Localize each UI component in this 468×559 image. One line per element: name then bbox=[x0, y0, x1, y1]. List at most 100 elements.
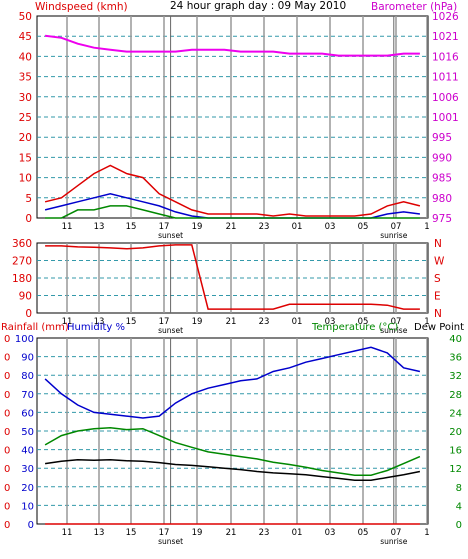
sunrise-label: sunrise bbox=[380, 537, 407, 546]
x-tick-label: 05 bbox=[358, 317, 369, 327]
x-tick-label: 1 bbox=[424, 222, 429, 232]
x-tick-label: 03 bbox=[325, 222, 336, 232]
x-tick-label: 15 bbox=[126, 528, 137, 538]
x-tick-label: 19 bbox=[192, 528, 203, 538]
direction-degree-tick-label: 0 bbox=[25, 308, 32, 320]
direction-degree-tick-label: 180 bbox=[12, 273, 32, 285]
windspeed-tick-label: 45 bbox=[19, 31, 32, 43]
temperature-tick-label: 4 bbox=[456, 501, 462, 512]
barometer-tick-label: 1011 bbox=[432, 72, 459, 84]
x-tick-label: 21 bbox=[226, 222, 237, 232]
barometer-tick-label: 990 bbox=[432, 152, 452, 164]
humidity-tick-label: 30 bbox=[21, 464, 34, 475]
wind-panel-series-1-line bbox=[44, 34, 420, 57]
rainfall-tick-label: 0 bbox=[4, 483, 10, 494]
x-tick-label: 21 bbox=[226, 317, 237, 327]
rainfall-axis-title: Rainfall (mm) bbox=[1, 322, 69, 333]
x-tick-label: 1 bbox=[424, 317, 429, 327]
x-tick-label: 01 bbox=[292, 222, 303, 232]
humidity-tick-label: 60 bbox=[21, 408, 34, 419]
windspeed-tick-label: 40 bbox=[19, 51, 32, 63]
barometer-tick-label: 1016 bbox=[432, 51, 459, 63]
barometer-axis-title: Barometer (hPa) bbox=[371, 1, 457, 13]
barometer-tick-label: 1006 bbox=[432, 92, 459, 104]
x-tick-label: 07 bbox=[391, 222, 402, 232]
humidity-tick-label: 70 bbox=[21, 390, 34, 401]
direction-compass-tick-label: N bbox=[434, 238, 442, 250]
x-tick-label: 01 bbox=[292, 528, 303, 538]
temperature-tick-label: 28 bbox=[449, 390, 462, 401]
rainfall-tick-label: 0 bbox=[4, 501, 10, 512]
x-tick-label: 15 bbox=[126, 222, 137, 232]
rainfall-tick-label: 0 bbox=[4, 353, 10, 364]
windspeed-tick-label: 15 bbox=[19, 152, 32, 164]
temperature-tick-label: 32 bbox=[449, 371, 462, 382]
temperature-tick-label: 0 bbox=[456, 520, 462, 531]
x-tick-label: 01 bbox=[292, 317, 303, 327]
humidity-tick-label: 10 bbox=[21, 501, 34, 512]
x-tick-label: 13 bbox=[94, 528, 105, 538]
x-tick-label: 1 bbox=[424, 528, 429, 538]
windspeed-tick-label: 0 bbox=[25, 213, 32, 225]
humidity-tick-label: 0 bbox=[28, 520, 34, 531]
x-tick-label: 19 bbox=[192, 222, 203, 232]
x-tick-label: 19 bbox=[192, 317, 203, 327]
rainfall-tick-label: 0 bbox=[4, 446, 10, 457]
humidity-tick-label: 20 bbox=[21, 483, 34, 494]
humidity-tick-label: 50 bbox=[21, 427, 34, 438]
climate-series-1-line bbox=[44, 346, 421, 419]
rainfall-tick-label: 0 bbox=[4, 390, 10, 401]
temperature-tick-label: 20 bbox=[449, 427, 462, 438]
x-tick-label: 23 bbox=[259, 222, 270, 232]
humidity-tick-label: 80 bbox=[21, 371, 34, 382]
direction-compass-tick-label: E bbox=[434, 291, 441, 303]
climate-series-2-line bbox=[44, 426, 421, 476]
direction-compass-tick-label: N bbox=[434, 308, 442, 320]
humidity-tick-label: 90 bbox=[21, 353, 34, 364]
humidity-tick-label: 100 bbox=[15, 334, 34, 345]
humidity-axis-title: Humidity % bbox=[67, 322, 125, 333]
windspeed-tick-label: 10 bbox=[19, 173, 32, 185]
windspeed-tick-label: 25 bbox=[19, 112, 32, 124]
graph-title: 24 hour graph day : 09 May 2010 bbox=[170, 0, 346, 12]
direction-degree-tick-label: 270 bbox=[12, 256, 32, 268]
x-tick-label: 21 bbox=[226, 528, 237, 538]
x-tick-label: 05 bbox=[358, 222, 369, 232]
windspeed-tick-label: 35 bbox=[19, 72, 32, 84]
windspeed-tick-label: 50 bbox=[19, 11, 32, 23]
x-tick-label: 13 bbox=[94, 317, 105, 327]
rainfall-tick-label: 0 bbox=[4, 427, 10, 438]
x-tick-label: 17 bbox=[159, 222, 170, 232]
sunset-label: sunset bbox=[158, 537, 183, 546]
windspeed-tick-label: 30 bbox=[19, 92, 32, 104]
temperature-tick-label: 16 bbox=[449, 446, 462, 457]
x-tick-label: 15 bbox=[126, 317, 137, 327]
windspeed-axis-title: Windspeed (kmh) bbox=[35, 1, 128, 13]
rainfall-tick-label: 0 bbox=[4, 371, 10, 382]
climate-series-3-line bbox=[44, 459, 421, 482]
temperature-tick-label: 24 bbox=[449, 408, 462, 419]
x-tick-label: 05 bbox=[358, 528, 369, 538]
windspeed-tick-label: 20 bbox=[19, 132, 32, 144]
x-tick-label: 23 bbox=[259, 528, 270, 538]
x-tick-label: 03 bbox=[325, 317, 336, 327]
wind-direction-line bbox=[45, 244, 420, 310]
dewpoint-axis-title: Dew Point bbox=[414, 322, 464, 333]
direction-compass-tick-label: S bbox=[434, 273, 441, 285]
barometer-tick-label: 1026 bbox=[432, 11, 459, 23]
rainfall-tick-label: 0 bbox=[4, 464, 10, 475]
x-tick-label: 23 bbox=[259, 317, 270, 327]
x-tick-label: 17 bbox=[159, 317, 170, 327]
sunset-label: sunset bbox=[158, 231, 183, 240]
wind-panel-series-4-line bbox=[45, 205, 420, 219]
temperature-tick-label: 8 bbox=[456, 483, 462, 494]
temperature-tick-label: 12 bbox=[449, 464, 462, 475]
windspeed-tick-label: 5 bbox=[25, 193, 32, 205]
x-tick-label: 11 bbox=[62, 528, 73, 538]
sunrise-label: sunrise bbox=[380, 231, 407, 240]
rainfall-tick-label: 0 bbox=[4, 520, 10, 531]
temperature-tick-label: 36 bbox=[449, 353, 462, 364]
x-tick-label: 11 bbox=[62, 317, 73, 327]
